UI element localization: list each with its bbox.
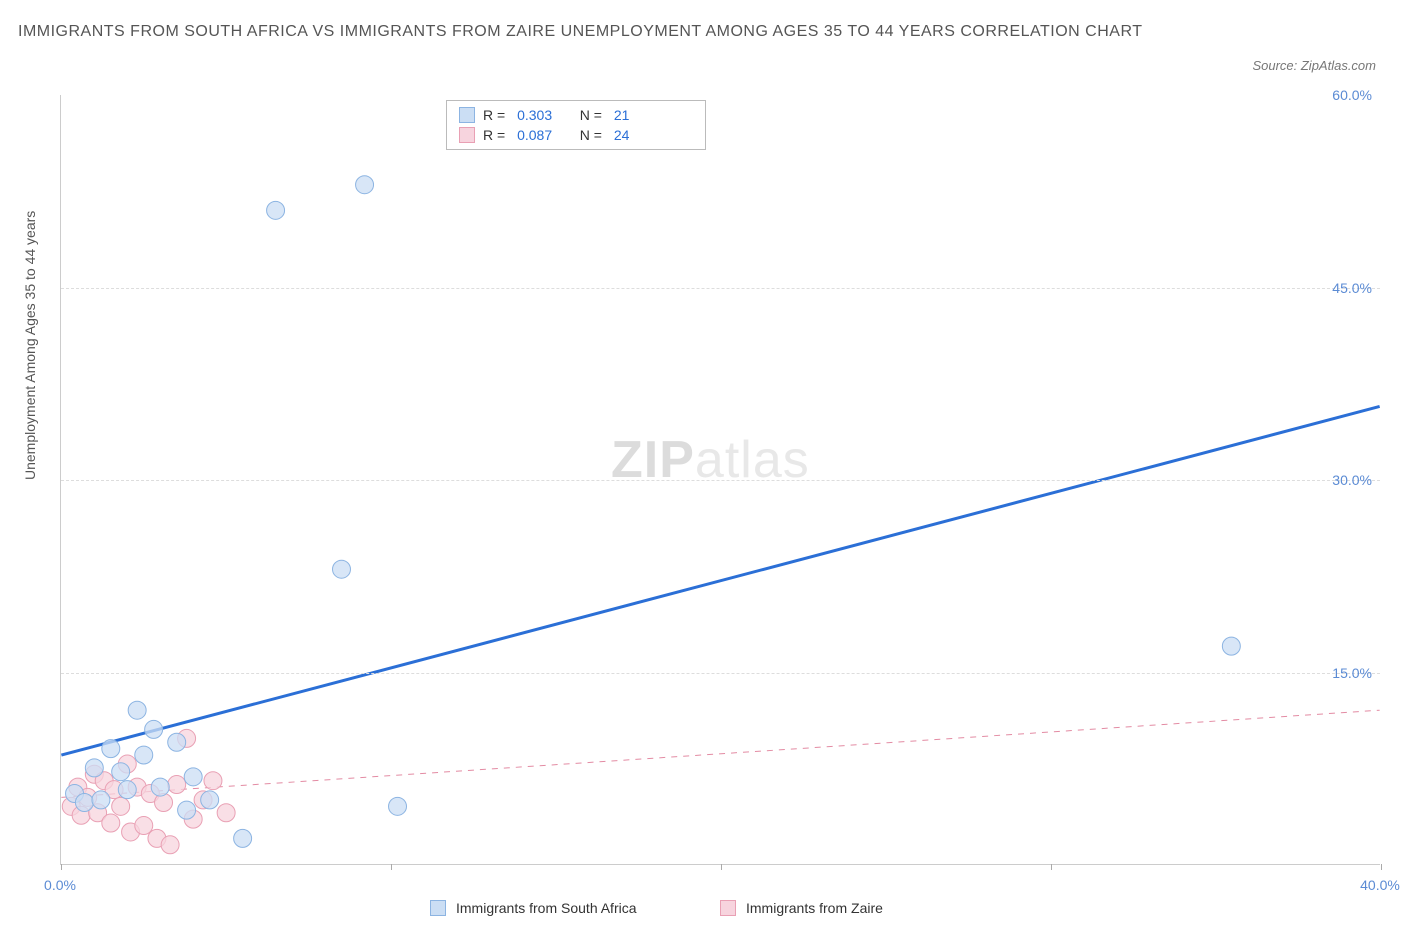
r-value-sa: 0.303 — [517, 107, 552, 123]
data-point — [201, 791, 219, 809]
data-point — [102, 814, 120, 832]
data-point — [92, 791, 110, 809]
data-point — [102, 740, 120, 758]
data-point — [155, 793, 173, 811]
chart-title: IMMIGRANTS FROM SOUTH AFRICA VS IMMIGRAN… — [18, 18, 1206, 47]
data-point — [356, 176, 374, 194]
x-tick — [391, 864, 392, 870]
data-point — [234, 829, 252, 847]
r-value-za: 0.087 — [517, 127, 552, 143]
source-citation: Source: ZipAtlas.com — [1252, 58, 1376, 73]
data-point — [389, 797, 407, 815]
gridline — [61, 480, 1380, 481]
y-tick-label: 60.0% — [1332, 87, 1372, 103]
legend-bottom-south-africa: Immigrants from South Africa — [430, 900, 637, 916]
data-point — [145, 720, 163, 738]
data-point — [135, 817, 153, 835]
y-tick-label: 45.0% — [1332, 280, 1372, 296]
data-point — [184, 768, 202, 786]
data-point — [128, 701, 146, 719]
n-label-za: N = — [580, 127, 606, 143]
r-label-za: R = — [483, 127, 509, 143]
data-point — [151, 778, 169, 796]
n-value-za: 24 — [614, 127, 630, 143]
data-point — [75, 793, 93, 811]
legend-row-south-africa: R = 0.303 N = 21 — [459, 107, 693, 123]
legend-bottom-zaire: Immigrants from Zaire — [720, 900, 883, 916]
legend-bottom-label-za: Immigrants from Zaire — [746, 900, 883, 916]
swatch-bottom-za — [720, 900, 736, 916]
data-point — [135, 746, 153, 764]
gridline — [61, 673, 1380, 674]
chart-plot-area: ZIPatlas 15.0%30.0%45.0%60.0% — [60, 95, 1380, 865]
trend-line — [61, 710, 1379, 797]
r-label-sa: R = — [483, 107, 509, 123]
gridline — [61, 288, 1380, 289]
swatch-bottom-sa — [430, 900, 446, 916]
x-tick-label: 40.0% — [1360, 877, 1400, 893]
data-point — [1222, 637, 1240, 655]
x-tick-label: 0.0% — [44, 877, 76, 893]
x-tick — [721, 864, 722, 870]
x-tick — [1381, 864, 1382, 870]
x-tick — [1051, 864, 1052, 870]
data-point — [333, 560, 351, 578]
source-label: Source: — [1252, 58, 1300, 73]
n-value-sa: 21 — [614, 107, 630, 123]
legend-row-zaire: R = 0.087 N = 24 — [459, 127, 693, 143]
data-point — [217, 804, 235, 822]
y-tick-label: 30.0% — [1332, 472, 1372, 488]
legend-stats-box: R = 0.303 N = 21 R = 0.087 N = 24 — [446, 100, 706, 150]
swatch-zaire — [459, 127, 475, 143]
y-tick-label: 15.0% — [1332, 665, 1372, 681]
swatch-south-africa — [459, 107, 475, 123]
source-value: ZipAtlas.com — [1301, 58, 1376, 73]
data-point — [112, 797, 130, 815]
legend-bottom-label-sa: Immigrants from South Africa — [456, 900, 637, 916]
data-point — [178, 801, 196, 819]
data-point — [168, 776, 186, 794]
x-tick — [61, 864, 62, 870]
data-point — [168, 733, 186, 751]
trend-line — [61, 406, 1379, 755]
n-label-sa: N = — [580, 107, 606, 123]
data-point — [118, 781, 136, 799]
y-axis-title: Unemployment Among Ages 35 to 44 years — [22, 211, 38, 480]
data-point — [85, 759, 103, 777]
data-point — [161, 836, 179, 854]
data-point — [204, 772, 222, 790]
data-point — [112, 763, 130, 781]
data-point — [267, 201, 285, 219]
